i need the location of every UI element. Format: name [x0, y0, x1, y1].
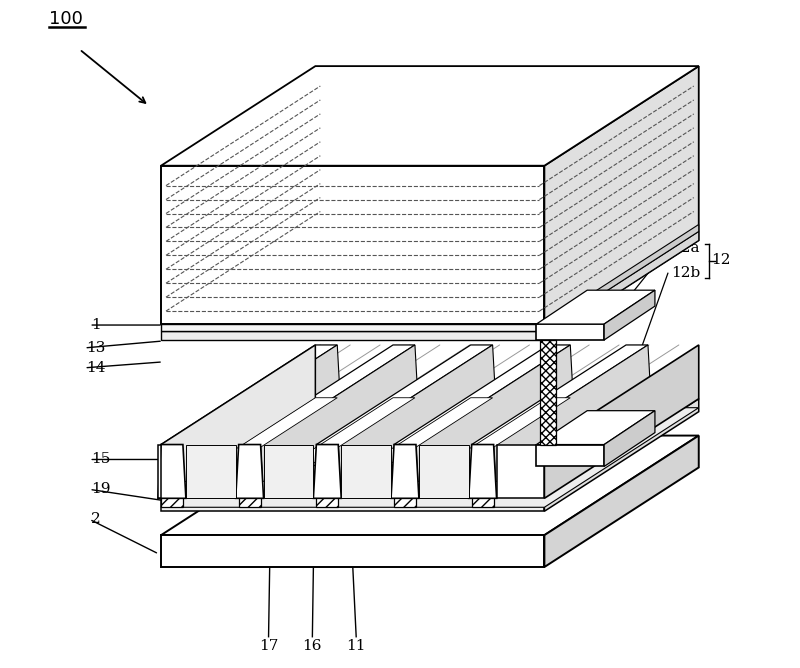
Polygon shape [391, 444, 419, 498]
Polygon shape [161, 497, 183, 507]
Polygon shape [604, 290, 655, 340]
Text: 14: 14 [86, 361, 106, 375]
Polygon shape [494, 345, 651, 498]
Polygon shape [537, 411, 655, 444]
Text: 17: 17 [259, 639, 278, 653]
Text: 2: 2 [91, 512, 101, 526]
Text: 13: 13 [86, 341, 106, 355]
Polygon shape [161, 436, 698, 535]
Polygon shape [544, 66, 698, 340]
Polygon shape [161, 324, 544, 331]
Polygon shape [236, 444, 263, 498]
Polygon shape [472, 397, 648, 497]
Polygon shape [394, 397, 570, 497]
Text: 15: 15 [91, 452, 110, 466]
Polygon shape [338, 345, 496, 498]
Polygon shape [238, 345, 415, 444]
Polygon shape [544, 436, 698, 567]
Polygon shape [544, 231, 698, 340]
Polygon shape [238, 397, 415, 497]
Polygon shape [161, 331, 544, 340]
Polygon shape [537, 444, 604, 466]
Polygon shape [158, 444, 186, 498]
Polygon shape [161, 66, 698, 166]
Polygon shape [541, 340, 556, 444]
Polygon shape [238, 497, 261, 507]
Polygon shape [263, 444, 314, 498]
Polygon shape [469, 444, 497, 498]
Polygon shape [263, 399, 468, 498]
Text: 12a: 12a [671, 241, 699, 255]
Polygon shape [186, 444, 236, 498]
Polygon shape [316, 345, 493, 444]
Polygon shape [261, 345, 418, 498]
Polygon shape [419, 444, 469, 498]
Polygon shape [537, 324, 604, 340]
Polygon shape [316, 497, 338, 507]
Polygon shape [316, 397, 493, 497]
Polygon shape [314, 444, 342, 498]
Polygon shape [158, 444, 161, 498]
Polygon shape [419, 399, 623, 498]
Polygon shape [544, 345, 698, 498]
Polygon shape [161, 345, 338, 444]
Polygon shape [544, 399, 698, 511]
Text: 1: 1 [91, 318, 101, 332]
Polygon shape [416, 345, 574, 498]
Polygon shape [604, 411, 655, 466]
Polygon shape [161, 345, 315, 498]
Polygon shape [342, 444, 391, 498]
Polygon shape [497, 444, 544, 498]
Polygon shape [394, 497, 416, 507]
Text: 12b: 12b [671, 267, 700, 281]
Polygon shape [161, 399, 698, 498]
Polygon shape [394, 345, 570, 444]
Text: 11: 11 [346, 639, 366, 653]
Polygon shape [472, 345, 648, 444]
Text: 16: 16 [302, 639, 322, 653]
Polygon shape [342, 399, 546, 498]
Polygon shape [161, 166, 544, 324]
Polygon shape [186, 399, 390, 498]
Polygon shape [472, 497, 494, 507]
Text: 12: 12 [710, 253, 730, 267]
Polygon shape [544, 224, 698, 331]
Text: 100: 100 [50, 10, 83, 28]
Polygon shape [183, 345, 340, 498]
Polygon shape [161, 535, 544, 567]
Text: 19: 19 [91, 482, 110, 496]
Polygon shape [161, 498, 544, 511]
Polygon shape [161, 407, 698, 507]
Polygon shape [161, 397, 338, 497]
Polygon shape [537, 290, 655, 324]
